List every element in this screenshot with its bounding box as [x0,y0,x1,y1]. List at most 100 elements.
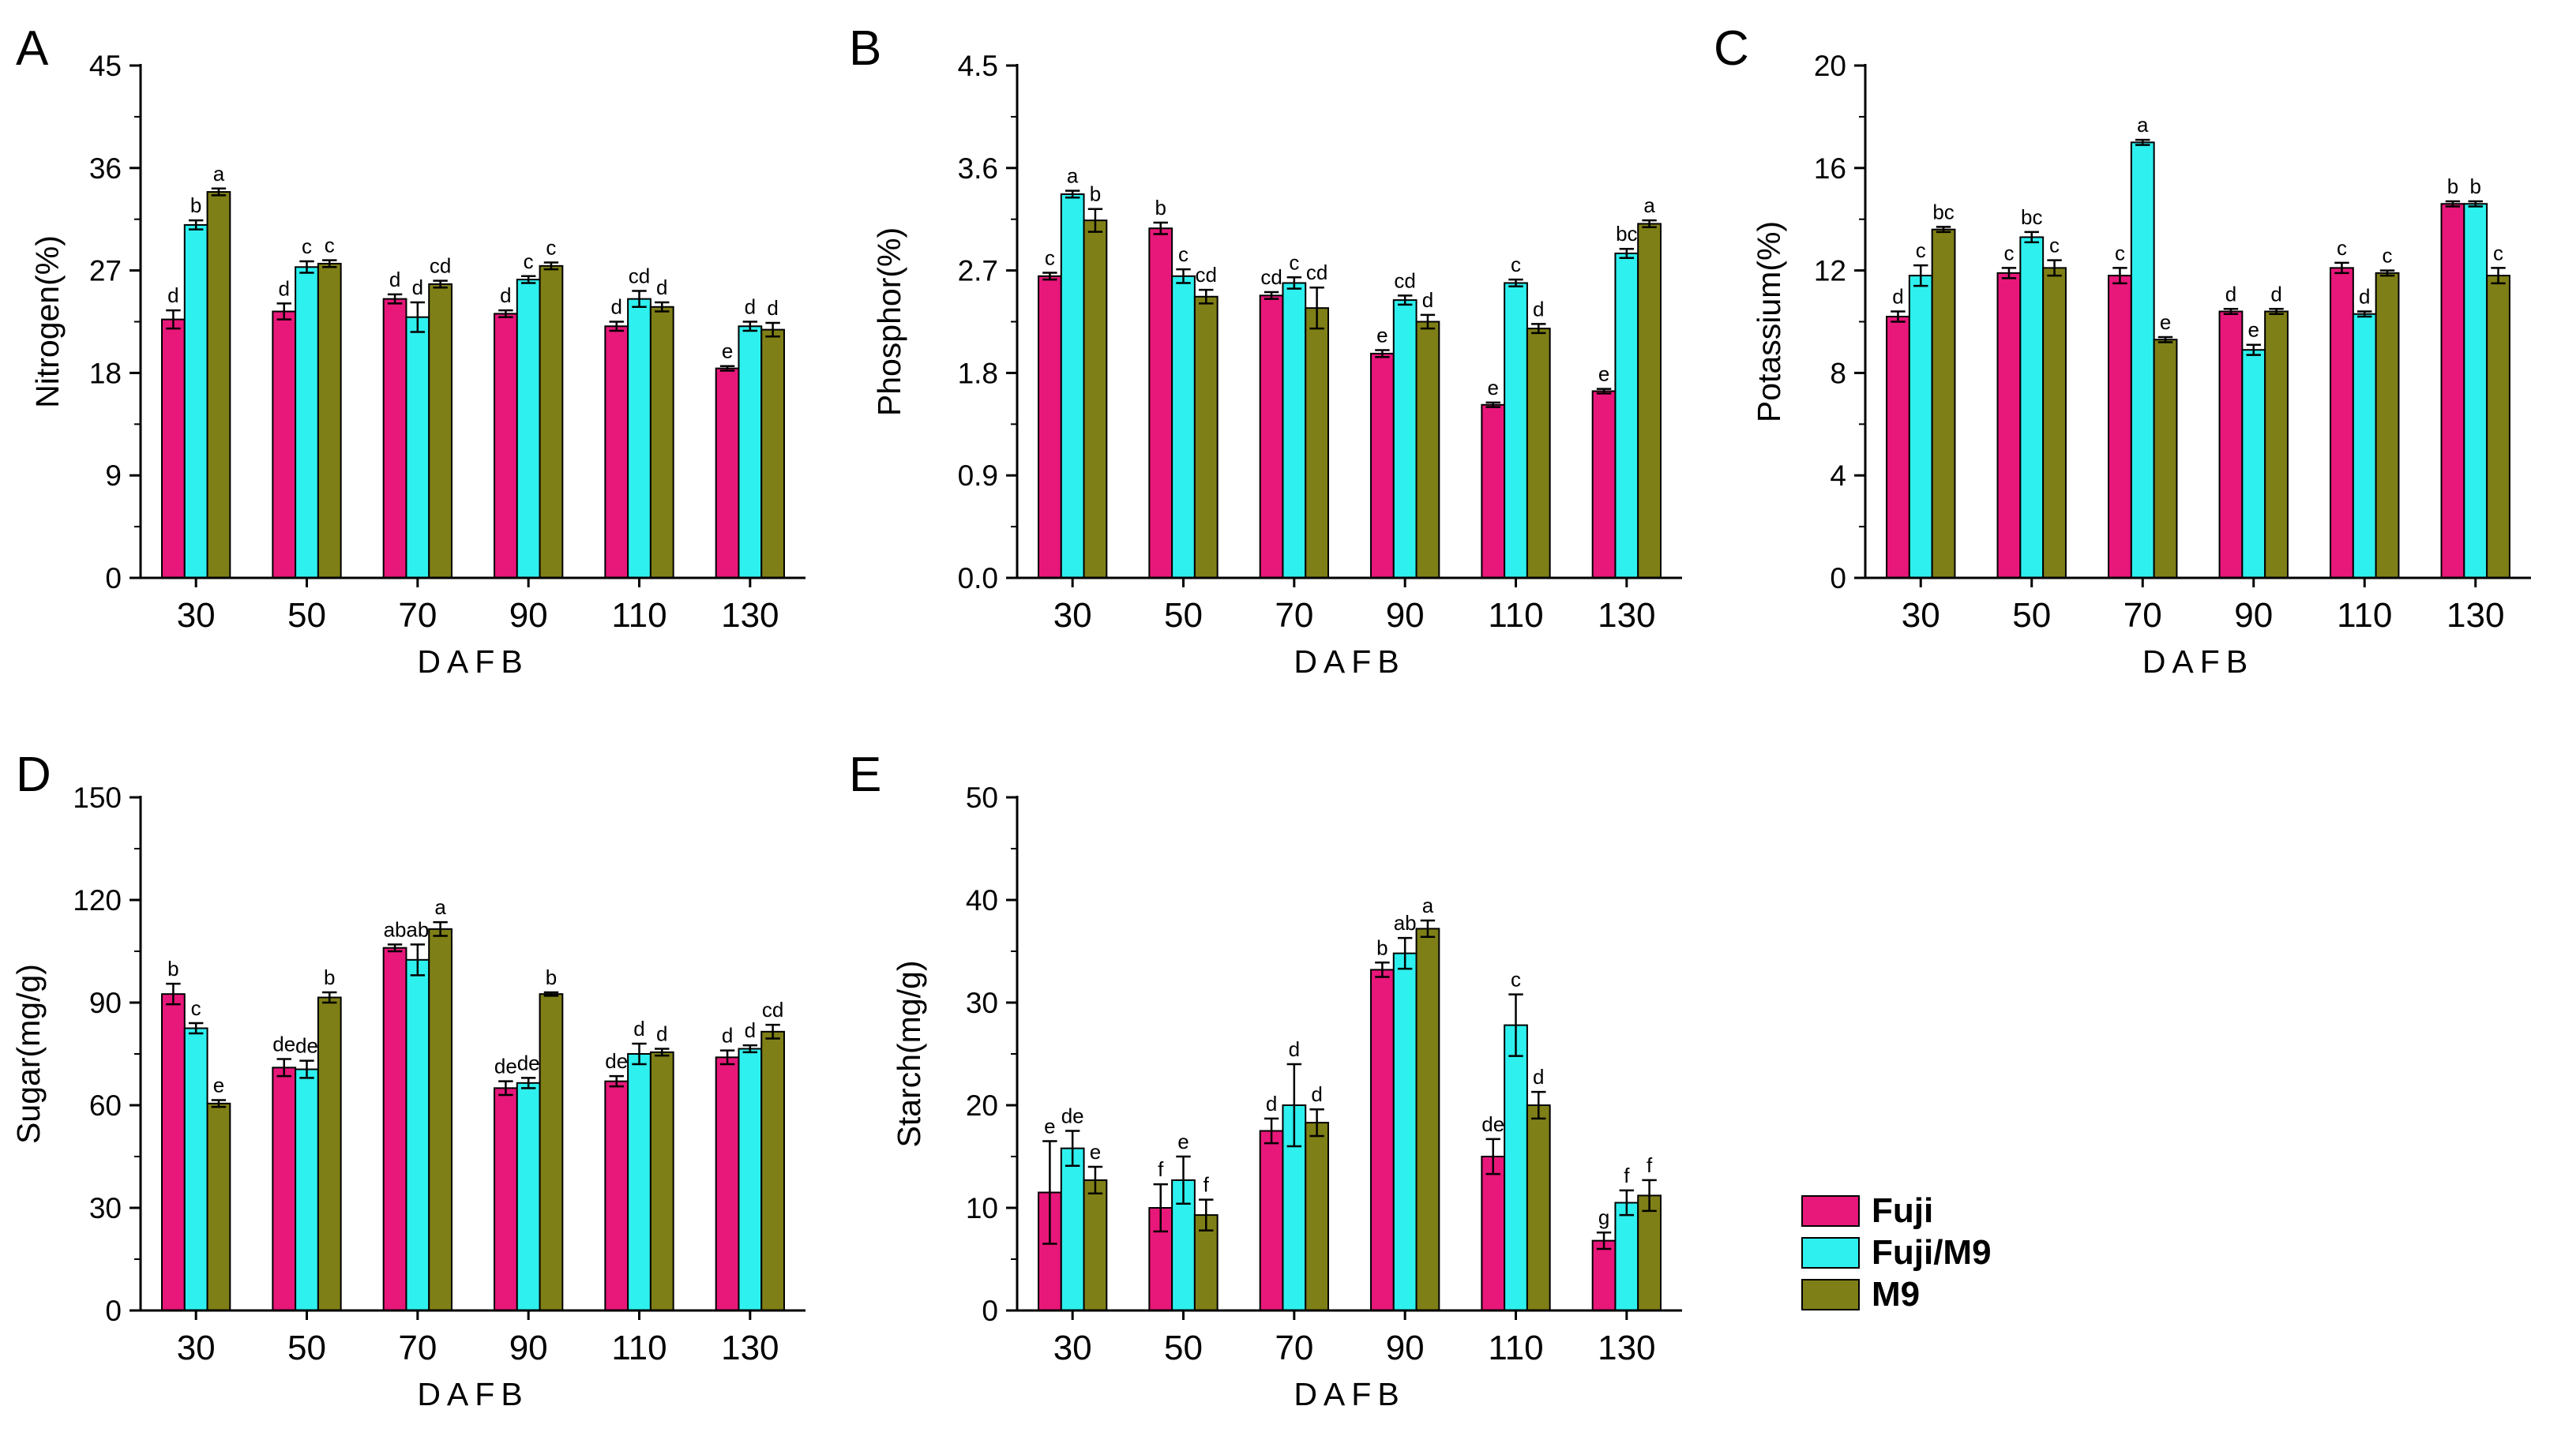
significance-letter: cd [1394,268,1415,292]
significance-letter: de [272,1033,295,1056]
bar [295,266,319,579]
bar [2218,310,2244,579]
x-tick-label: 30 [177,596,216,635]
bar [1886,316,1910,579]
significance-letter: d [656,276,667,299]
significance-letter: c [2493,241,2503,264]
panel-letter: D [16,748,51,802]
y-tick-label: 30 [89,1192,122,1224]
significance-letter: a [213,162,225,186]
bar [1370,969,1395,1312]
bar [2440,203,2465,579]
significance-letter: b [1376,935,1388,959]
y-tick-label: 4.5 [958,50,998,82]
x-axis-title: DAFB [1294,643,1405,680]
significance-letter: f [1647,1153,1653,1177]
significance-letter: c [2383,244,2393,268]
x-tick-label: 130 [1598,596,1655,635]
x-tick-label: 110 [611,1329,667,1367]
bar [2486,275,2510,579]
significance-letter: e [2248,318,2259,342]
bar [516,279,541,579]
x-tick-label: 130 [721,596,779,635]
significance-letter: d [745,295,756,319]
significance-letter: de [1481,1112,1504,1136]
significance-letter: de [494,1055,517,1078]
bar [539,264,564,579]
significance-letter: a [2137,113,2149,137]
bar [1060,1147,1085,1311]
significance-letter: b [190,193,201,217]
bar [2330,267,2354,579]
y-tick-label: 8 [1830,357,1846,389]
x-axis-title: DAFB [2142,643,2254,680]
x-axis-title: DAFB [417,1376,528,1412]
significance-letter: c [1916,238,1926,262]
x-tick-label: 50 [1164,1329,1203,1367]
significance-letter: b [1090,182,1101,206]
significance-letter: d [500,283,511,307]
significance-letter: ab [384,917,407,941]
significance-letter: d [1289,1037,1300,1061]
series-m9: bcd cdd da [1083,182,1662,579]
significance-letter: bc [2021,205,2042,229]
y-tick-label: 9 [105,459,122,492]
bar [738,325,763,579]
significance-letter: a [1422,894,1434,917]
y-tick-label: 27 [89,255,122,287]
x-tick-label: 110 [611,596,667,635]
bar [1259,294,1284,579]
significance-letter: a [1067,164,1079,188]
significance-letter: c [546,236,556,260]
bar [317,262,342,579]
significance-letter: c [2337,236,2347,260]
legend-label: Fuji [1872,1191,1933,1230]
significance-letter: c [302,234,312,258]
significance-letter: a [434,895,446,919]
bar [161,993,186,1311]
significance-letter: c [191,996,201,1020]
bar [760,328,785,579]
significance-letter: f [1158,1157,1164,1181]
bar [1931,228,1956,579]
bar [1504,1024,1528,1311]
y-axis-title: Sugar(mg/g) [10,964,47,1144]
significance-letter: e [1376,324,1388,347]
bar [183,1027,208,1311]
bar [1083,219,1108,579]
bar [1526,1104,1551,1311]
significance-letter: de [605,1049,628,1073]
y-tick-label: 30 [966,987,998,1019]
bar [1259,1130,1284,1311]
bar [272,1067,297,1312]
bar [206,191,231,579]
bar [539,993,564,1311]
significance-letter: e [1487,376,1498,399]
y-tick-label: 2.7 [958,255,998,287]
bar [2241,349,2266,579]
bar [382,947,407,1311]
bar [405,316,430,579]
bar [1614,1202,1639,1311]
x-tick-label: 110 [1488,596,1543,635]
significance-letter: a [1643,193,1655,217]
legend-label: Fuji/M9 [1872,1233,1992,1272]
significance-letter: e [1044,1115,1055,1138]
significance-letter: c [2049,234,2060,257]
x-tick-label: 30 [1053,1329,1092,1367]
x-tick-label: 70 [1275,1329,1313,1367]
significance-letter: c [1045,246,1055,269]
y-tick-label: 0 [982,1295,998,1327]
significance-letter: d [2270,282,2281,306]
bar [715,367,740,579]
